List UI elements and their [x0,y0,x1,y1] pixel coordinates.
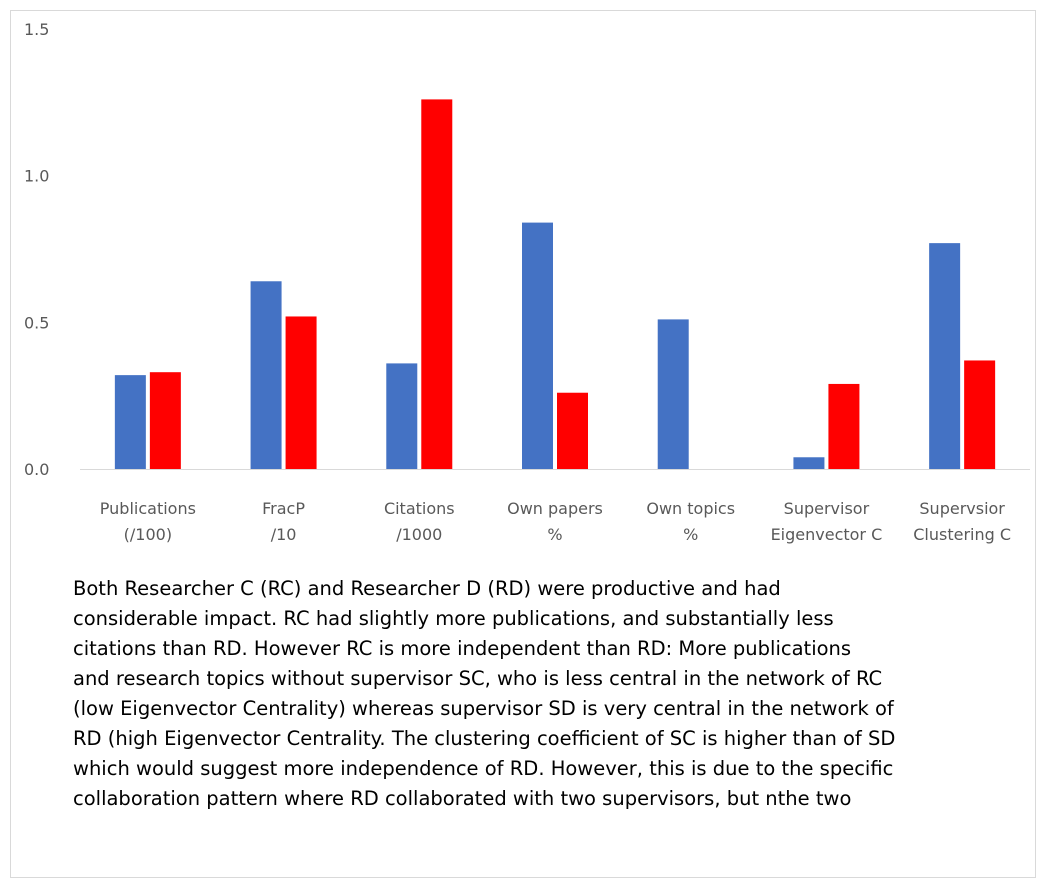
x-tick-label: % [547,525,562,544]
x-tick-label: Publications [100,499,196,518]
bar-series1-2 [386,363,418,469]
bar-series2-1 [285,316,317,469]
bar-series2-2 [421,99,453,470]
caption-line: and research topics without supervisor S… [73,667,883,690]
y-tick-label: 0.0 [24,460,49,479]
bar-series1-4 [657,319,689,469]
x-tick-label: Own topics [646,499,735,518]
chart-caption: Both Researcher C (RC) and Researcher D … [73,574,993,814]
y-tick-label: 1.5 [24,20,49,39]
caption-line: RD (high Eigenvector Centrality. The clu… [73,727,896,750]
caption-line: which would suggest more independence of… [73,757,894,780]
x-tick-label: Own papers [507,499,603,518]
caption-line: citations than RD. However RC is more in… [73,637,852,660]
caption-line: collaboration pattern where RD collabora… [73,787,852,810]
bar-series1-1 [250,281,282,469]
x-tick-label: /1000 [396,525,442,544]
bar-series2-3 [557,392,588,469]
bar-series1-5 [793,457,825,469]
x-tick-label: (/100) [124,525,172,544]
x-tick-label: Eigenvector C [771,525,883,544]
y-tick-label: 0.5 [24,313,49,332]
caption-line: Both Researcher C (RC) and Researcher D … [73,577,781,600]
bar-series2-5 [828,383,860,469]
caption-line: (low Eigenvector Centrality) whereas sup… [73,697,894,720]
bar-series2-6 [964,360,996,469]
x-tick-label: Supervisor [784,499,870,518]
caption-line: considerable impact. RC had slightly mor… [73,607,834,630]
y-tick-label: 1.0 [24,167,49,186]
x-tick-label: % [683,525,698,544]
x-tick-label: Citations [384,499,455,518]
bar-series2-0 [149,372,181,469]
bar-series1-3 [522,222,553,469]
x-tick-label: /10 [271,525,297,544]
bar-chart: 0.0 0.5 1.0 1.5 Publications (/100) FracP/10 Ci… [24,20,1030,544]
bar-series1-0 [114,375,146,469]
x-tick-label: Clustering C [913,525,1011,544]
bar-series1-6 [929,243,961,469]
x-tick-label: Supervsior [919,499,1005,518]
x-tick-label: FracP [262,499,305,518]
